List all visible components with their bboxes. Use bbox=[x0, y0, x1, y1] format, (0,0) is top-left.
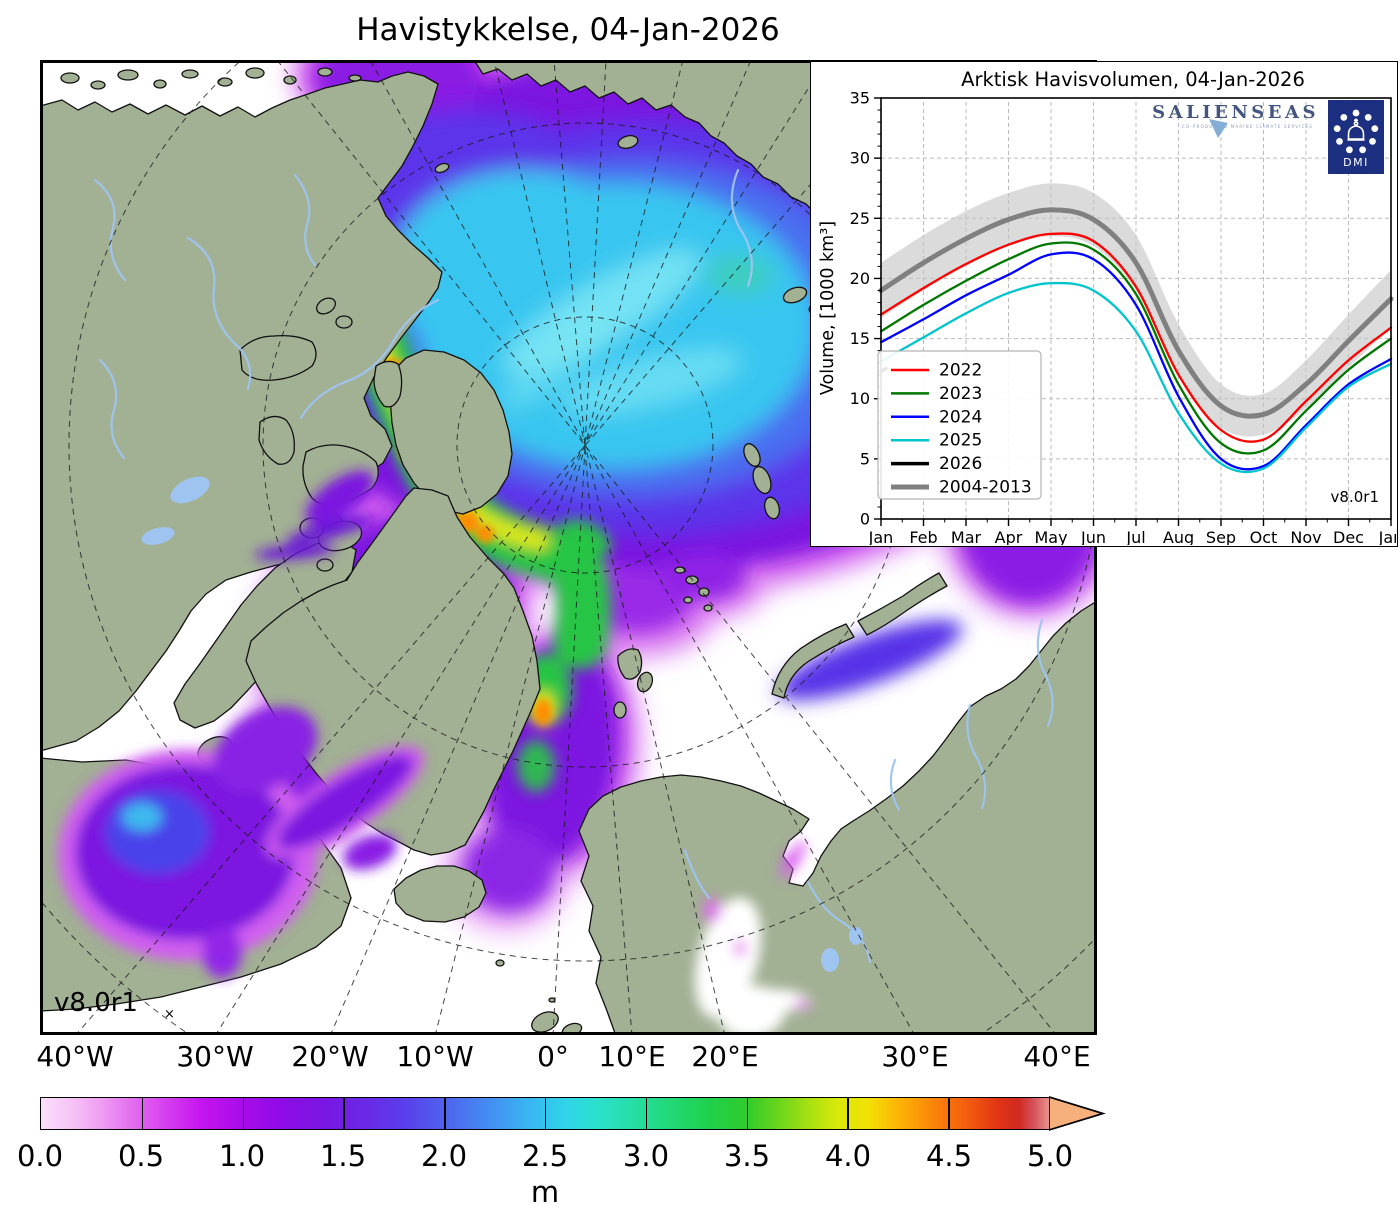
map-frame bbox=[40, 60, 1097, 1035]
dmi-logo: DMI bbox=[1328, 100, 1384, 174]
land-iceland bbox=[393, 865, 487, 923]
colorbar-tick-label: 0.5 bbox=[117, 1139, 165, 1173]
x-tick-label: Mar bbox=[951, 528, 982, 545]
colorbar-tick bbox=[141, 1098, 144, 1129]
series-2024 bbox=[879, 251, 1393, 471]
x-tick-label: Aug bbox=[1163, 528, 1194, 545]
map-version-label: v8.0r1 bbox=[54, 988, 138, 1018]
legend-label: 2026 bbox=[939, 454, 982, 474]
lon-tick-label: 20°W bbox=[291, 1040, 369, 1073]
x-tick-label: Dec bbox=[1333, 528, 1364, 545]
thickness-colorbar bbox=[40, 1097, 1050, 1130]
svg-text:DMI: DMI bbox=[1343, 156, 1369, 169]
colorbar-tick-label: 1.5 bbox=[319, 1139, 367, 1173]
colorbar-tick bbox=[545, 1098, 547, 1129]
colorbar-tick bbox=[746, 1098, 748, 1129]
ice-overlay-layer bbox=[58, 470, 811, 1035]
chart-title: Arktisk Havisvolumen, 04-Jan-2026 bbox=[961, 68, 1305, 91]
series-2025 bbox=[879, 281, 1393, 474]
x-tick-label: Sep bbox=[1206, 528, 1236, 545]
x-tick-label: May bbox=[1034, 528, 1067, 545]
land-melville bbox=[239, 334, 317, 381]
colorbar-tick-label: 4.5 bbox=[925, 1139, 973, 1173]
ice-blue-cyan-layer bbox=[320, 110, 964, 536]
lakes bbox=[141, 476, 863, 972]
lon-tick-label: 10°E bbox=[598, 1040, 666, 1073]
lon-tick-label: 40°E bbox=[1023, 1040, 1091, 1073]
legend-label: 2022 bbox=[939, 361, 982, 381]
legend-label: 2025 bbox=[939, 431, 982, 451]
colorbar-tick-label: 4.0 bbox=[824, 1139, 872, 1173]
x-tick-label: Nov bbox=[1290, 528, 1321, 545]
land-ellesmere bbox=[389, 349, 513, 515]
colorbar-tick-label: 2.0 bbox=[420, 1139, 468, 1173]
legend-label: 2024 bbox=[939, 407, 982, 427]
chart-y-axis-label: Volume, [1000 km³] bbox=[818, 220, 838, 396]
salienseas-sail-icon bbox=[1209, 119, 1228, 138]
x-tick-label: Oct bbox=[1250, 528, 1278, 545]
y-tick-label: 0 bbox=[860, 510, 870, 529]
x-tick-label: Jul bbox=[1125, 528, 1145, 545]
y-tick-label: 15 bbox=[850, 329, 870, 348]
salienseas-logo: SALIENSEAS bbox=[1152, 102, 1319, 123]
chart-version-label: v8.0r1 bbox=[1330, 488, 1379, 506]
colorbar-tick-label: 0.0 bbox=[16, 1139, 64, 1173]
x-tick-label: Jun bbox=[1080, 528, 1106, 545]
land-banks bbox=[258, 415, 295, 465]
station-marker: × bbox=[164, 1007, 175, 1022]
colorbar-tick bbox=[645, 1098, 648, 1129]
legend-label: 2023 bbox=[939, 384, 982, 404]
y-tick-label: 35 bbox=[850, 89, 870, 108]
colorbar-unit-label: m bbox=[530, 1175, 560, 1209]
colorbar-tick bbox=[343, 1098, 345, 1129]
x-tick-label: Feb bbox=[909, 528, 937, 545]
dmi-crown-icon: DMI bbox=[1333, 109, 1379, 169]
longitude-axis: 40°W 30°W 20°W 10°W 0° 10°E 20°E 30°E 40°E bbox=[0, 1040, 1400, 1074]
colorbar-tick-label: 2.5 bbox=[521, 1139, 569, 1173]
land-novaya-zemlya bbox=[771, 623, 855, 699]
y-tick-label: 25 bbox=[850, 209, 870, 228]
series-2022 bbox=[879, 232, 1393, 443]
series-2004-2013 bbox=[878, 207, 1394, 419]
legend-label: 2004-2013 bbox=[939, 478, 1032, 498]
land-axel-heiberg bbox=[373, 360, 403, 408]
lon-tick-label: 40°W bbox=[36, 1040, 114, 1073]
x-tick-label: Jan bbox=[868, 528, 894, 545]
colorbar-arrow bbox=[1049, 1096, 1106, 1131]
colorbar-tick-label: 3.5 bbox=[723, 1139, 771, 1173]
lon-tick-label: 30°E bbox=[881, 1040, 949, 1073]
y-tick-label: 5 bbox=[860, 449, 870, 468]
x-tick-label: Apr bbox=[995, 528, 1023, 545]
colorbar-tick-label: 5.0 bbox=[1026, 1139, 1074, 1173]
land-greenland bbox=[245, 487, 541, 856]
inset-chart-panel: 0 5 10 15 20 25 30 35 Jan Feb Mar Apr May Jun Jul Aug Se… bbox=[810, 61, 1398, 547]
lon-tick-label: 30°W bbox=[176, 1040, 254, 1073]
colorbar-tick-label: 1.0 bbox=[218, 1139, 266, 1173]
colorbar-tick-label: 3.0 bbox=[622, 1139, 670, 1173]
colorbar-tick bbox=[242, 1098, 244, 1129]
salienseas-tagline: CO-PRODUCING MARINE CLIMATE SERVICES bbox=[1181, 124, 1313, 129]
lon-tick-label: 10°W bbox=[396, 1040, 474, 1073]
colorbar-tick bbox=[948, 1098, 950, 1129]
y-tick-label: 10 bbox=[850, 389, 870, 408]
y-tick-label: 30 bbox=[850, 149, 870, 168]
lon-tick-label: 0° bbox=[537, 1040, 569, 1073]
colorbar-tick bbox=[444, 1098, 446, 1129]
series-2023 bbox=[879, 241, 1393, 455]
lon-tick-label: 20°E bbox=[691, 1040, 759, 1073]
x-tick-label: Jan bbox=[1378, 528, 1396, 545]
land-north-america bbox=[40, 71, 443, 752]
colorbar-tick bbox=[847, 1098, 849, 1129]
colorbar-tick-labels: 0.0 0.5 1.0 1.5 2.0 2.5 3.0 3.5 4.0 4.5 5.0 bbox=[0, 1139, 1400, 1175]
page-title: Havistykkelse, 04-Jan-2026 bbox=[356, 12, 780, 48]
y-tick-label: 20 bbox=[850, 269, 870, 288]
